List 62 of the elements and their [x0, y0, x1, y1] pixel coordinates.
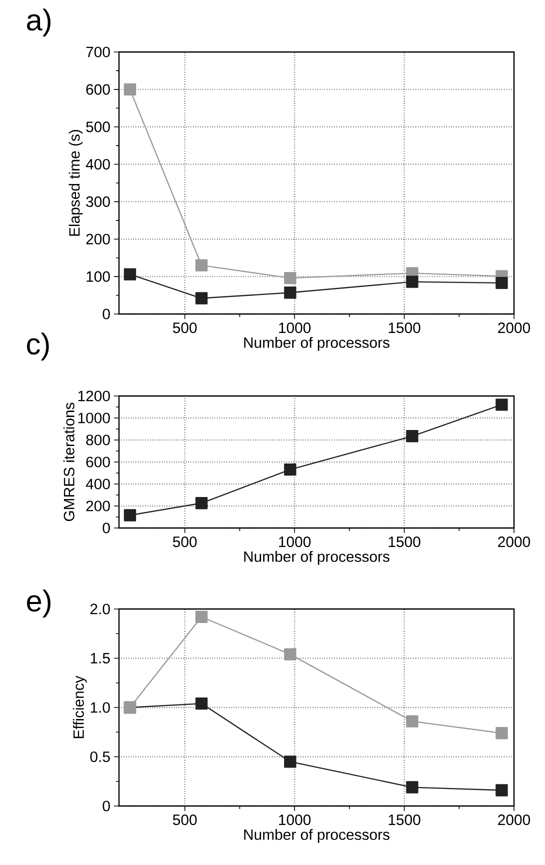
y-tick-label: 300 — [86, 196, 110, 207]
x-axis-title: Number of processors — [244, 550, 390, 565]
point — [284, 272, 296, 284]
point — [496, 398, 508, 411]
point — [124, 509, 136, 522]
y-tick-label: 2.0 — [90, 604, 110, 614]
point — [406, 715, 418, 728]
y-tick-label: 0 — [102, 522, 110, 534]
point — [284, 463, 296, 476]
point — [284, 648, 296, 660]
x-tick-label: 1500 — [388, 322, 420, 334]
y-tick-label: 400 — [86, 478, 110, 490]
point — [195, 610, 208, 623]
x-tick-label: 2000 — [498, 322, 530, 334]
x-tick-label: 1500 — [388, 536, 420, 548]
x-tick-label: 1000 — [279, 322, 311, 334]
y-tick-label: 0.5 — [90, 751, 110, 762]
y-axis-title: GMRES iterations — [63, 402, 74, 522]
y-tick-label: 0 — [102, 800, 110, 812]
point — [496, 784, 508, 796]
x-tick-label: 500 — [172, 322, 197, 334]
point — [195, 292, 208, 304]
point — [284, 756, 296, 768]
x-axis-title: Number of processors — [244, 336, 390, 351]
y-tick-label: 200 — [86, 234, 110, 244]
point — [195, 497, 208, 510]
point — [496, 276, 508, 290]
y-tick-label: 0 — [102, 308, 110, 320]
x-tick-label: 500 — [172, 536, 197, 548]
x-tick-label: 2000 — [498, 814, 530, 826]
point — [406, 430, 418, 442]
y-tick-label: 1200 — [78, 390, 110, 402]
y-tick-label: 500 — [86, 122, 110, 132]
chart-title: e) — [27, 590, 50, 618]
point — [496, 727, 508, 740]
x-tick-label: 2000 — [498, 536, 530, 548]
y-tick-label: 400 — [86, 158, 110, 170]
chart-title: c) — [27, 332, 49, 360]
x-axis-title: Number of processors — [244, 828, 390, 843]
x-tick-label: 1000 — [279, 536, 311, 548]
point — [195, 259, 208, 272]
y-tick-label: 600 — [86, 456, 110, 468]
point — [406, 276, 418, 288]
y-tick-label: 600 — [86, 84, 110, 95]
y-tick-label: 200 — [86, 500, 110, 512]
x-tick-label: 1500 — [388, 814, 420, 826]
chart-title: a) — [27, 8, 50, 36]
x-tick-label: 1000 — [279, 814, 311, 826]
x-tick-label: 500 — [172, 814, 197, 826]
y-tick-label: 1.0 — [90, 702, 110, 713]
y-tick-label: 800 — [86, 434, 110, 446]
point — [406, 781, 418, 794]
y-tick-label: 100 — [86, 271, 110, 282]
y-tick-label: 1.5 — [90, 653, 110, 664]
y-tick-label: 1000 — [78, 412, 110, 424]
point — [284, 286, 296, 299]
point — [124, 83, 136, 96]
point — [124, 268, 136, 280]
y-tick-label: 700 — [86, 46, 110, 58]
point — [195, 697, 208, 710]
y-axis-title: Elapsed time (s) — [68, 130, 83, 236]
y-axis-title: Efficiency — [72, 676, 87, 738]
